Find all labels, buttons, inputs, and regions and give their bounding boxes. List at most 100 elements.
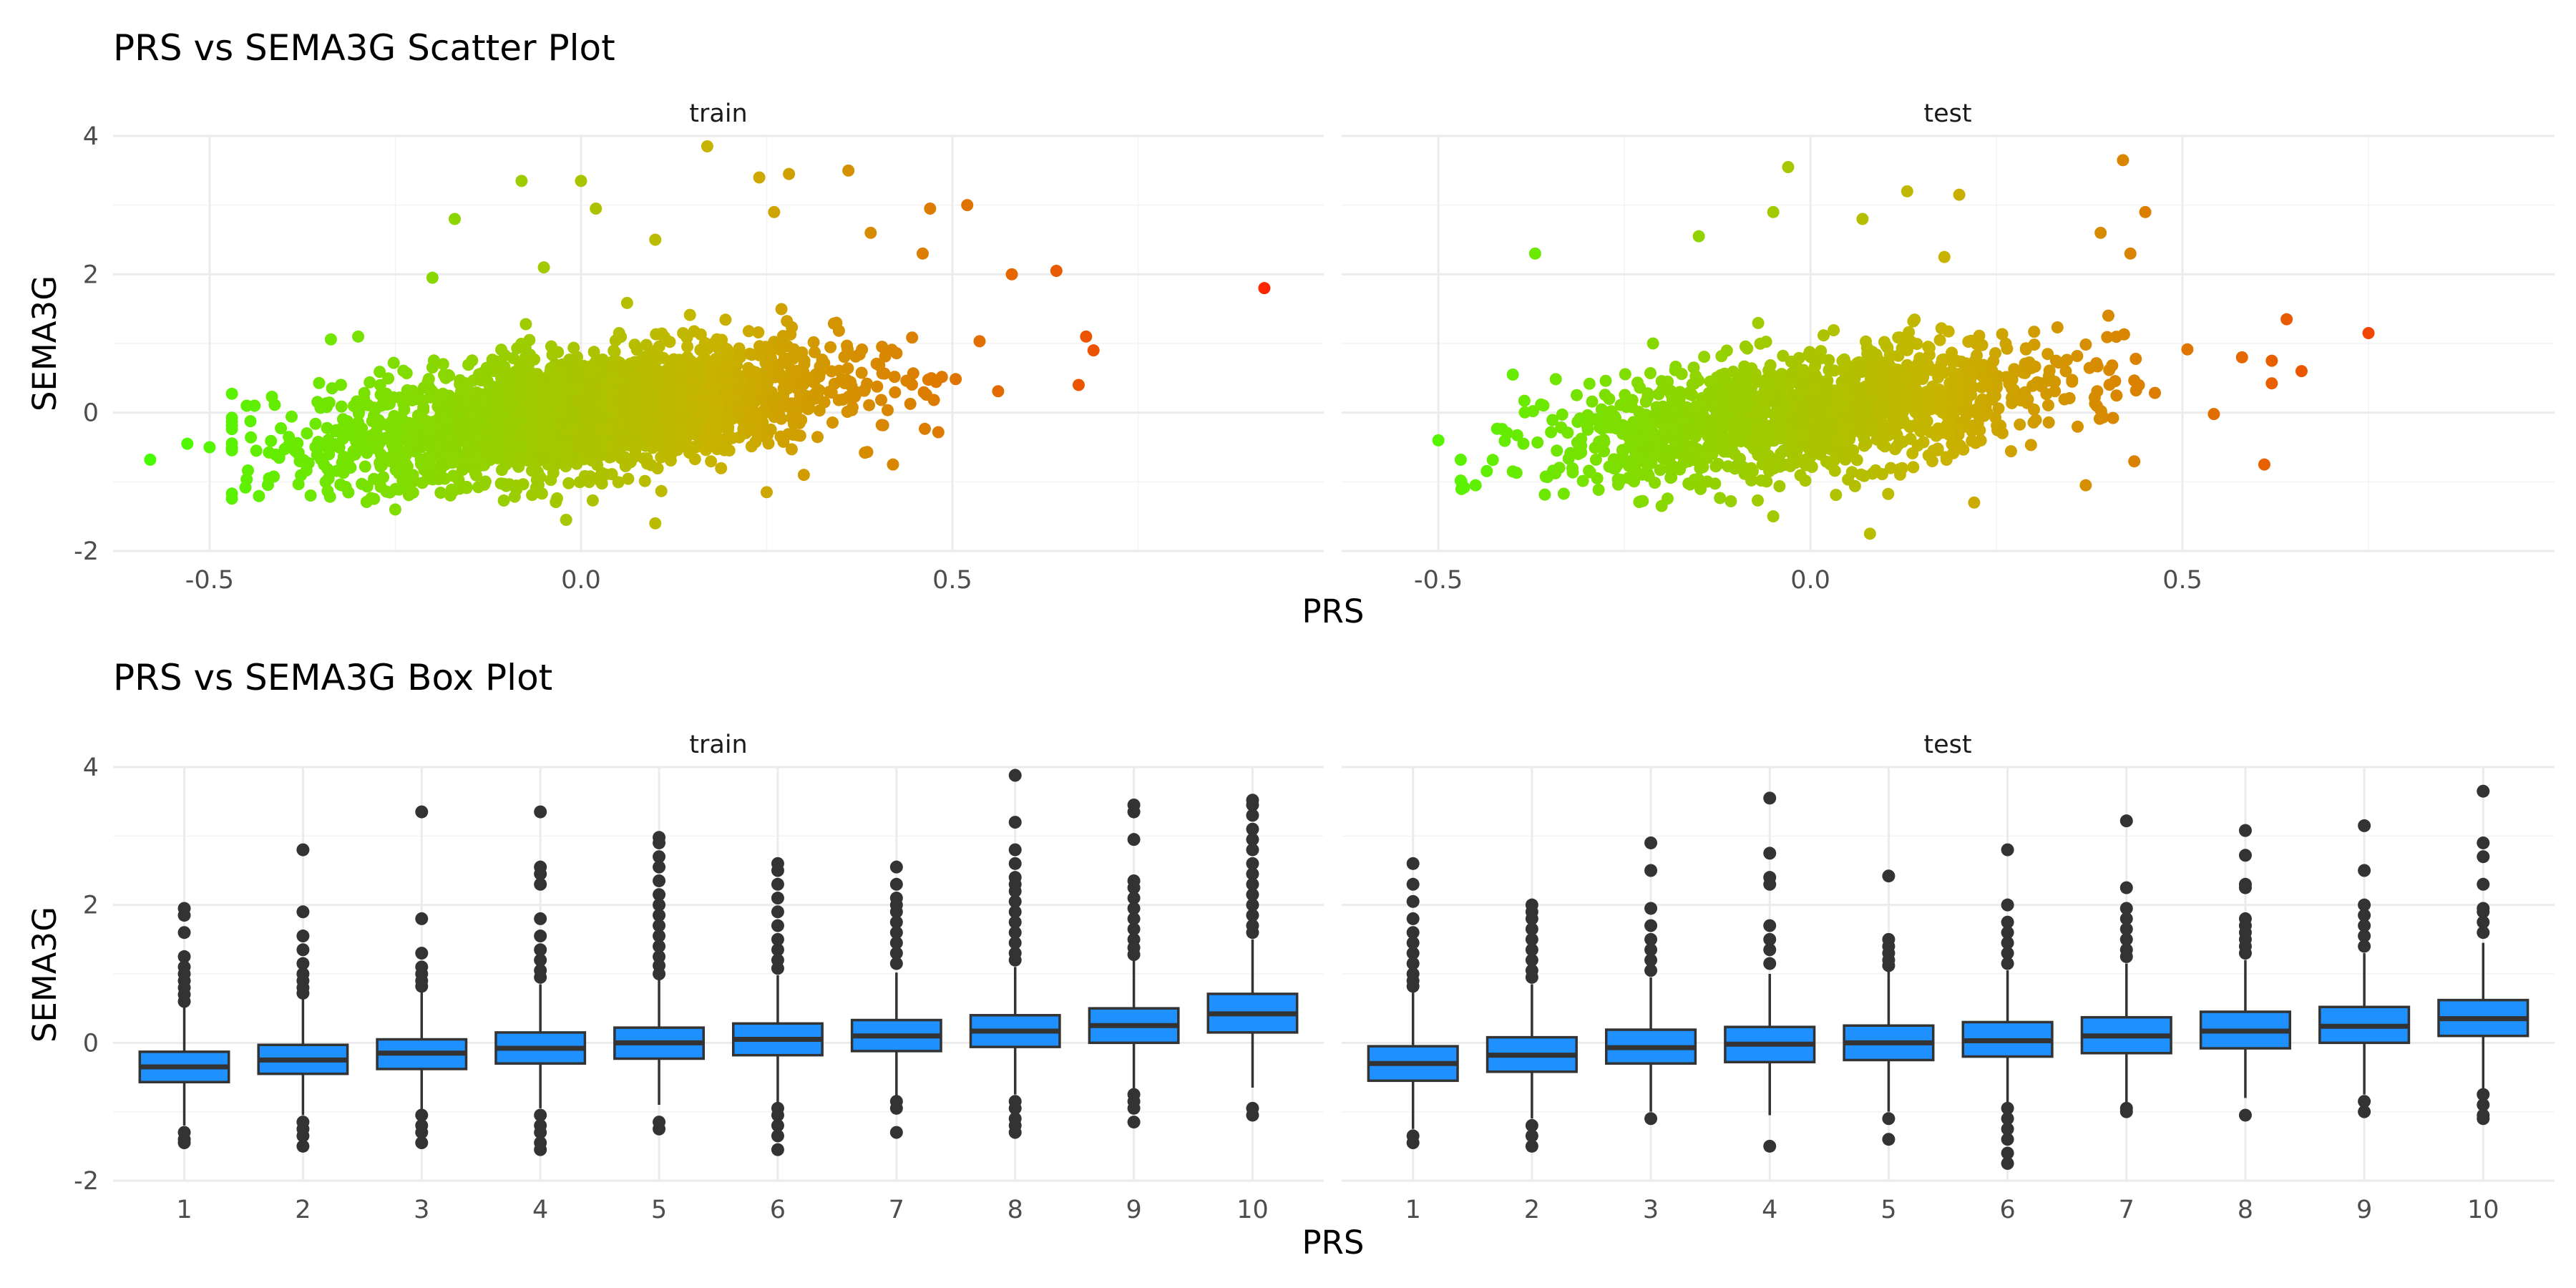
scatter-point — [2006, 373, 2019, 386]
scatter-point — [1872, 402, 1885, 415]
box-outlier — [2358, 1105, 2371, 1118]
scatter-x-axis-label: PRS — [1302, 592, 1365, 630]
scatter-point — [1598, 436, 1611, 449]
scatter-point — [321, 421, 333, 434]
y-tick-label: 2 — [83, 260, 99, 289]
scatter-point — [799, 399, 812, 412]
scatter-point — [2235, 351, 2248, 364]
box-outlier — [415, 947, 429, 960]
scatter-point — [1953, 188, 1966, 201]
box-outlier — [771, 919, 784, 932]
scatter-point — [1922, 341, 1935, 353]
scatter-point — [677, 384, 690, 397]
scatter-point — [1583, 377, 1596, 390]
scatter-point — [1557, 487, 1570, 500]
scatter-point — [545, 420, 557, 432]
scatter-point — [497, 494, 510, 507]
scatter-point — [286, 410, 298, 423]
scatter-point — [408, 474, 421, 487]
scatter-point — [787, 429, 800, 441]
scatter-point — [2079, 479, 2092, 492]
scatter-point — [649, 517, 662, 530]
scatter-point — [1737, 389, 1750, 401]
box-outlier — [177, 926, 191, 940]
scatter-point — [1689, 370, 1702, 383]
scatter-point — [1517, 437, 1530, 450]
box-outlier — [1127, 833, 1141, 847]
scatter-point — [1898, 403, 1911, 415]
scatter-point — [490, 355, 503, 368]
box-outlier — [1644, 902, 1658, 915]
scatter-point — [1767, 205, 1780, 218]
scatter-point — [288, 444, 301, 457]
scatter-point — [424, 461, 437, 474]
box-outlier — [534, 970, 547, 984]
scatter-point — [1586, 395, 1599, 408]
y-tick-label: 4 — [83, 122, 99, 151]
scatter-point — [645, 459, 658, 472]
scatter-point — [321, 463, 334, 475]
scatter-point — [1555, 421, 1568, 434]
scatter-point — [1782, 161, 1795, 173]
scatter-point — [597, 424, 610, 437]
scatter-point — [606, 360, 619, 373]
scatter-point — [2128, 374, 2141, 387]
scatter-point — [534, 471, 547, 484]
box-outlier — [771, 962, 784, 975]
scatter-point — [556, 416, 568, 429]
scatter-point — [1838, 392, 1850, 404]
box-outlier — [1763, 1139, 1777, 1153]
scatter-point — [1908, 390, 1921, 403]
scatter-point — [2093, 412, 2106, 425]
scatter-point — [650, 343, 663, 356]
x-tick-label: 8 — [1008, 1196, 1023, 1224]
scatter-point — [1913, 352, 1926, 365]
box-outlier — [1406, 894, 1420, 908]
scatter-point — [784, 378, 796, 391]
scatter-point — [950, 373, 962, 386]
scatter-point — [622, 472, 635, 485]
box-outlier — [1644, 964, 1658, 977]
scatter-point — [567, 369, 580, 381]
scatter-point — [775, 303, 788, 316]
scatter-point — [876, 341, 889, 353]
scatter-point — [992, 385, 1005, 398]
box-outlier — [1763, 919, 1777, 932]
scatter-point — [471, 414, 484, 427]
scatter-point — [572, 432, 585, 444]
scatter-point — [2059, 365, 2072, 378]
scatter-point — [605, 468, 618, 481]
scatter-point — [240, 399, 253, 412]
x-tick-label: 0.0 — [561, 566, 601, 595]
box-outlier — [1406, 1136, 1420, 1150]
box-outlier — [1008, 843, 1022, 857]
y-tick-label: 0 — [83, 399, 99, 428]
scatter-point — [1801, 419, 1814, 432]
scatter-point — [2021, 393, 2034, 406]
scatter-point — [703, 419, 716, 431]
scatter-point — [1549, 373, 1562, 386]
scatter-point — [1592, 484, 1605, 496]
scatter-point — [540, 451, 553, 463]
box-outlier — [653, 967, 666, 980]
scatter-point — [417, 434, 430, 447]
box-outlier — [1127, 1101, 1141, 1115]
scatter-point — [2265, 377, 2278, 390]
scatter-cloud — [1454, 309, 2278, 508]
scatter-point — [301, 427, 313, 440]
scatter-point — [784, 328, 797, 341]
scatter-point — [694, 343, 707, 356]
scatter-point — [741, 384, 754, 396]
box-y-axis-label: SEMA3G — [26, 907, 64, 1043]
scatter-point — [1518, 394, 1531, 407]
scatter-point — [658, 331, 671, 343]
scatter-point — [2265, 354, 2278, 367]
scatter-point — [636, 364, 648, 376]
scatter-point — [1738, 360, 1751, 373]
box-outlier — [1644, 919, 1658, 932]
scatter-point — [342, 486, 355, 499]
scatter-point — [393, 391, 406, 404]
box-outlier — [534, 877, 547, 891]
scatter-point — [253, 489, 265, 502]
